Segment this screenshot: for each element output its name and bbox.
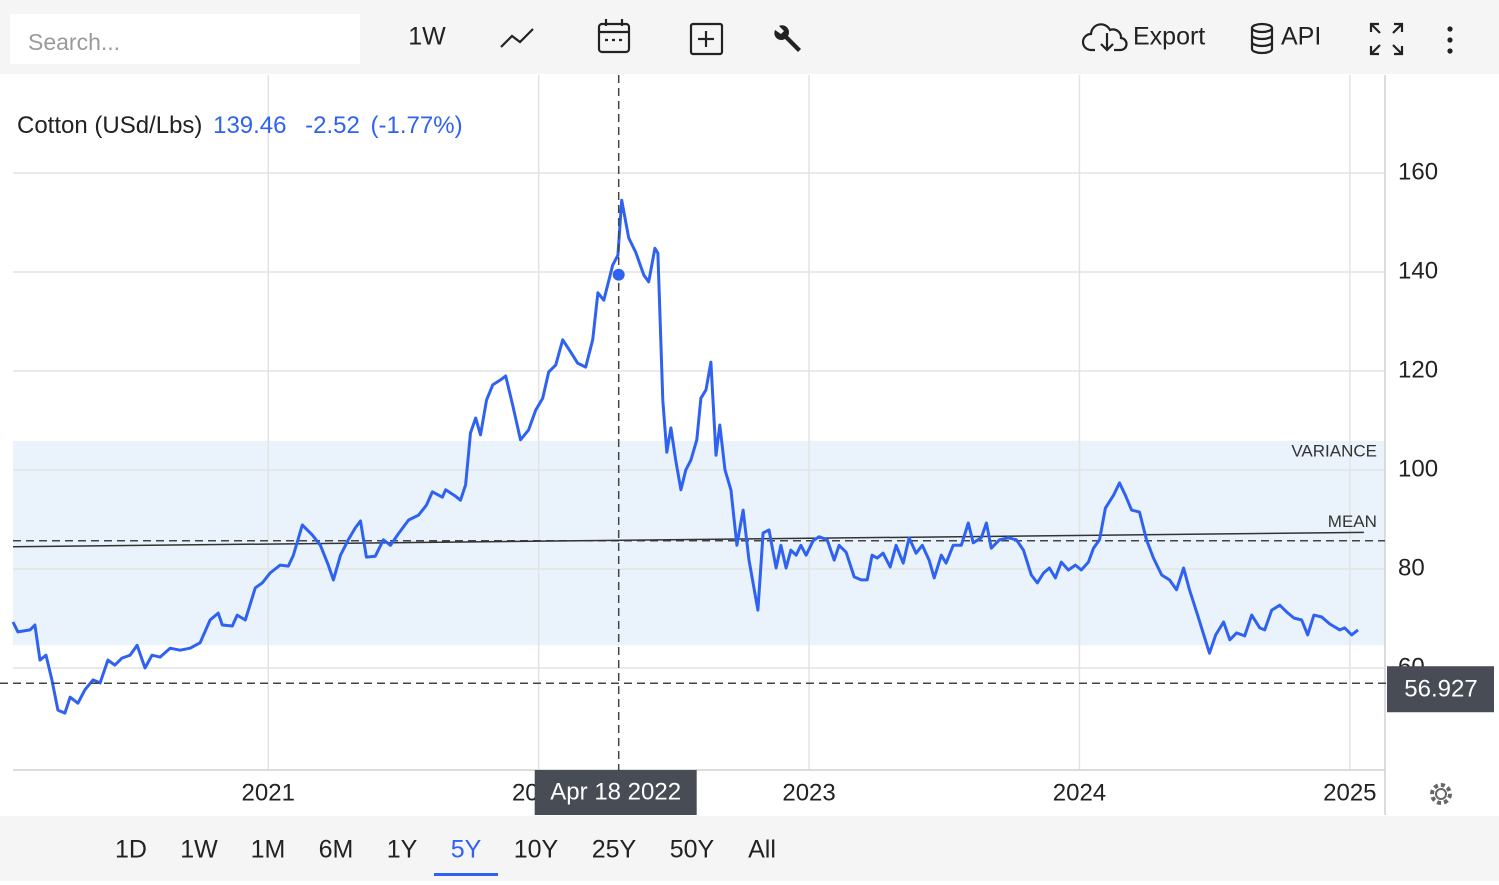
cursor-value-box (1387, 666, 1494, 713)
range-button[interactable]: 1Y (387, 836, 418, 864)
variance-band (13, 440, 1385, 646)
range-button[interactable]: 6M (319, 836, 354, 864)
x-tick-label: 2021 (242, 779, 295, 806)
y-tick-label: 120 (1398, 356, 1438, 383)
y-tick-label: 160 (1398, 158, 1438, 185)
search-box[interactable] (10, 14, 360, 64)
y-tick-label: 140 (1398, 257, 1438, 284)
crosshair-point (612, 268, 625, 281)
chart-title: Cotton (USd/Lbs) (17, 112, 202, 139)
x-tick-label: 2023 (782, 779, 835, 806)
export-icon[interactable] (1081, 23, 1128, 52)
more-menu-icon[interactable] (1447, 26, 1453, 54)
crosshair-date-box (534, 770, 697, 815)
range-button[interactable]: 5Y (451, 836, 482, 864)
add-indicator-icon[interactable] (689, 22, 724, 56)
x-tick-label: 2024 (1053, 779, 1106, 806)
variance-label: VARIANCE (1291, 441, 1377, 460)
range-bar (0, 816, 1499, 881)
chart-type-icon[interactable] (500, 28, 534, 48)
range-button[interactable]: 1D (115, 836, 147, 864)
chart-settings-icon[interactable] (1430, 783, 1452, 805)
range-underline (434, 873, 498, 876)
fullscreen-icon[interactable] (1369, 22, 1404, 56)
range-button[interactable]: 50Y (670, 836, 715, 864)
last-value: 139.46 (213, 112, 286, 139)
calendar-icon[interactable] (597, 19, 631, 54)
api-icon[interactable] (1250, 22, 1274, 55)
change-percent: (-1.77%) (371, 112, 463, 139)
export-button[interactable]: Export (1133, 23, 1205, 51)
range-button[interactable]: 25Y (592, 836, 637, 864)
range-button[interactable]: 1W (180, 836, 218, 864)
range-button[interactable]: 10Y (514, 836, 559, 864)
crosshair-date-label: Apr 18 2022 (550, 778, 681, 805)
mean-line (12, 531, 1364, 548)
y-tick-label: 100 (1398, 455, 1438, 482)
api-button[interactable]: API (1281, 23, 1321, 51)
cursor-value-label: 56.927 (1404, 676, 1477, 703)
search-placeholder: Search... (28, 29, 120, 55)
y-tick-label: 80 (1398, 554, 1425, 581)
x-tick-label: 2025 (1323, 779, 1376, 806)
settings-wrench-icon[interactable] (774, 25, 801, 52)
data-line (11, 198, 1359, 715)
range-button[interactable]: All (748, 836, 776, 864)
range-button[interactable]: 1M (251, 836, 286, 864)
plot-area: 608010012014016020212022202320242025VARI… (0, 75, 1494, 815)
chart-header: Cotton (USd/Lbs) 139.46 -2.52 (-1.77%) (17, 112, 463, 139)
interval-button[interactable]: 1W (408, 23, 446, 51)
mean-label: MEAN (1328, 512, 1377, 531)
change: -2.52 (305, 112, 360, 139)
